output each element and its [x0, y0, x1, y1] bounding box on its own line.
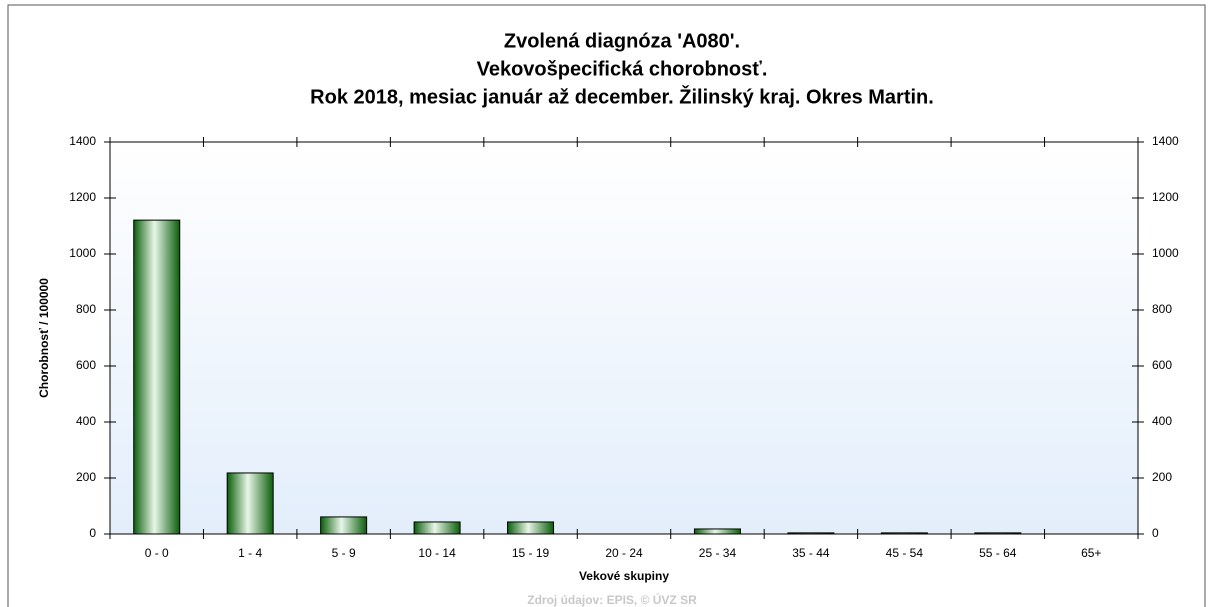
y-tick-label: 0 — [89, 526, 96, 540]
x-tick-label: 1 - 4 — [238, 546, 262, 560]
bar — [880, 532, 928, 535]
y-tick-label: 800 — [76, 302, 96, 316]
x-tick-label: 5 - 9 — [332, 546, 356, 560]
y-tick-label: 600 — [76, 358, 96, 372]
chart-title: Rok 2018, mesiac január až december. Žil… — [310, 84, 934, 108]
y2-tick-label: 400 — [1152, 414, 1172, 428]
x-tick-label: 0 - 0 — [145, 546, 169, 560]
bar — [133, 219, 181, 535]
bar — [413, 521, 461, 535]
x-tick-label: 25 - 34 — [699, 546, 737, 560]
x-tick-label: 55 - 64 — [979, 546, 1017, 560]
y-axis-title: Chorobnosť / 100000 — [37, 278, 51, 398]
footer: Zdroj údajov: EPIS, © ÚVZ SR — [527, 592, 697, 607]
bar — [693, 528, 741, 535]
x-axis-title: Vekové skupiny — [579, 569, 669, 583]
y2-tick-label: 800 — [1152, 302, 1172, 316]
bar — [787, 532, 835, 535]
y-tick-label: 1200 — [69, 190, 96, 204]
y2-tick-label: 600 — [1152, 358, 1172, 372]
y-tick-label: 1400 — [69, 134, 96, 148]
y2-tick-label: 200 — [1152, 470, 1172, 484]
y-tick-label: 1000 — [69, 246, 96, 260]
y2-tick-label: 1000 — [1152, 246, 1179, 260]
x-tick-label: 65+ — [1081, 546, 1101, 560]
y2-tick-label: 1200 — [1152, 190, 1179, 204]
x-tick-label: 20 - 24 — [605, 546, 643, 560]
y2-tick-label: 1400 — [1152, 134, 1179, 148]
plot-area — [110, 142, 1138, 534]
bar — [226, 472, 274, 535]
x-tick-label: 35 - 44 — [792, 546, 830, 560]
chart-title: Vekovošpecifická chorobnosť. — [477, 58, 768, 80]
x-tick-label: 15 - 19 — [512, 546, 550, 560]
bar — [320, 516, 368, 535]
y2-tick-label: 0 — [1152, 526, 1159, 540]
bar — [974, 532, 1022, 535]
y-tick-label: 400 — [76, 414, 96, 428]
y-tick-label: 200 — [76, 470, 96, 484]
chart-title: Zvolená diagnóza 'A080'. — [504, 30, 740, 52]
x-tick-label: 10 - 14 — [418, 546, 456, 560]
bar — [507, 521, 555, 535]
x-tick-label: 45 - 54 — [886, 546, 924, 560]
